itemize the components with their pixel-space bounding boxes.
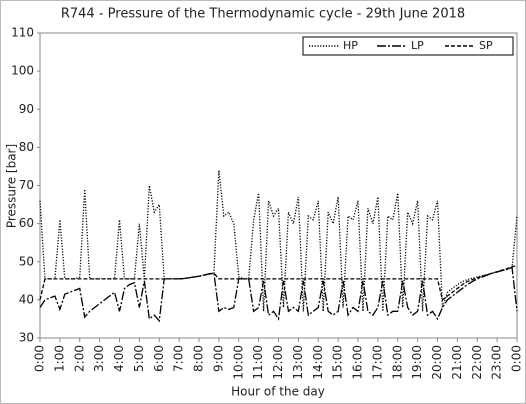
x-tick-label: 14:00 xyxy=(311,345,325,380)
x-tick-label: 2:00 xyxy=(72,345,86,372)
x-tick-label: 0:00 xyxy=(510,345,524,372)
legend-label: LP xyxy=(411,39,424,52)
x-tick-label: 22:00 xyxy=(470,345,484,380)
x-tick-label: 10:00 xyxy=(231,345,245,380)
y-tick-label: 110 xyxy=(11,26,34,40)
legend-label: SP xyxy=(479,39,493,52)
x-tick-label: 19:00 xyxy=(410,345,424,380)
legend-label: HP xyxy=(343,39,358,52)
y-tick-label: 90 xyxy=(19,102,34,116)
x-tick-label: 20:00 xyxy=(430,345,444,380)
y-tick-label: 70 xyxy=(19,178,34,192)
x-tick-label: 7:00 xyxy=(172,345,186,372)
x-tick-label: 11:00 xyxy=(251,345,265,380)
x-tick-label: 13:00 xyxy=(291,345,305,380)
y-tick-label: 50 xyxy=(19,254,34,268)
x-tick-label: 17:00 xyxy=(370,345,384,380)
x-tick-label: 23:00 xyxy=(490,345,504,380)
x-tick-label: 5:00 xyxy=(132,345,146,372)
x-axis-title: Hour of the day xyxy=(231,385,325,399)
series-line xyxy=(39,170,518,312)
chart-title: R744 - Pressure of the Thermodynamic cyc… xyxy=(61,7,465,22)
x-tick-label: 4:00 xyxy=(112,345,126,372)
x-tick-label: 18:00 xyxy=(390,345,404,380)
x-tick-label: 9:00 xyxy=(211,345,225,372)
x-tick-label: 1:00 xyxy=(52,345,66,372)
x-tick-label: 3:00 xyxy=(92,345,106,372)
legend-box xyxy=(302,36,514,56)
y-tick-label: 60 xyxy=(19,216,34,230)
x-tick-label: 16:00 xyxy=(351,345,365,380)
y-axis-title: Pressure [bar] xyxy=(5,144,19,228)
x-tick-label: 8:00 xyxy=(192,345,206,372)
series-line xyxy=(39,266,518,323)
x-tick-label: 6:00 xyxy=(152,345,166,372)
x-tick-label: 21:00 xyxy=(450,345,464,380)
y-tick-label: 30 xyxy=(19,331,34,345)
x-tick-label: 15:00 xyxy=(331,345,345,380)
y-tick-label: 40 xyxy=(19,292,34,306)
y-tick-label: 100 xyxy=(11,64,34,78)
legend: HP LP SP xyxy=(302,36,514,56)
series-line xyxy=(39,264,518,302)
y-tick-label: 80 xyxy=(19,140,34,154)
x-tick-label: 0:00 xyxy=(33,345,47,372)
x-tick-label: 12:00 xyxy=(271,345,285,380)
